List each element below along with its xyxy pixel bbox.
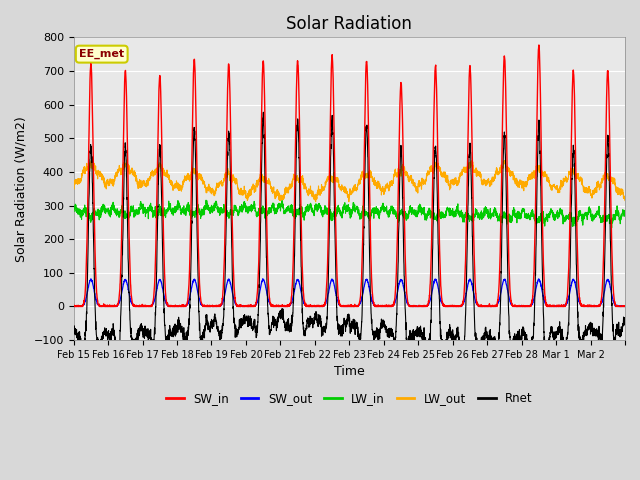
Text: EE_met: EE_met [79,49,124,59]
Title: Solar Radiation: Solar Radiation [286,15,412,33]
Legend: SW_in, SW_out, LW_in, LW_out, Rnet: SW_in, SW_out, LW_in, LW_out, Rnet [161,387,538,410]
Y-axis label: Solar Radiation (W/m2): Solar Radiation (W/m2) [15,116,28,262]
X-axis label: Time: Time [334,365,365,378]
